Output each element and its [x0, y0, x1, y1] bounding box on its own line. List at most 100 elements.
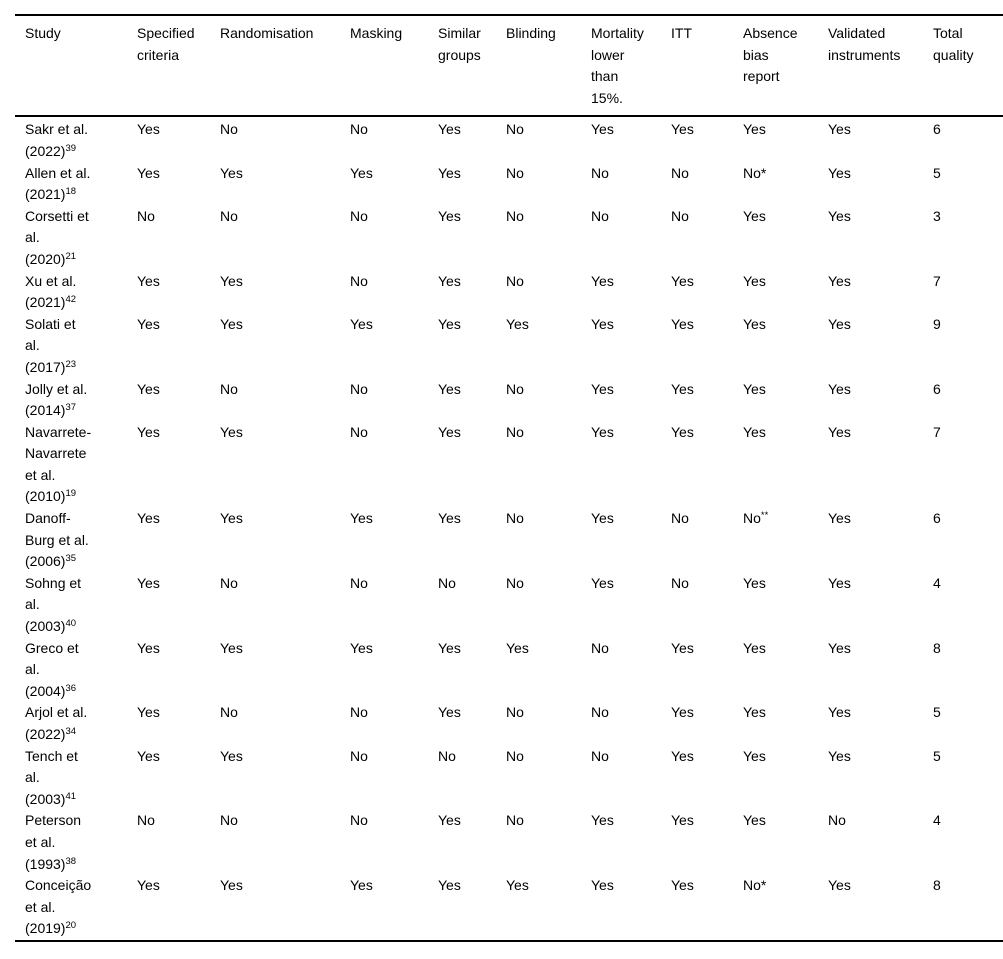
cell-itt: Yes: [671, 423, 694, 440]
cell-validated-instruments: Yes: [828, 380, 851, 397]
cell-masking: No: [350, 747, 368, 764]
cell-absence-bias-report: Yes: [743, 315, 766, 332]
cell-mortality-lower-than-15: Yes: [591, 423, 614, 440]
quality-assessment-table: Study Specified criteria Randomisation Maski…: [15, 14, 1003, 942]
cell-specified-criteria: Yes: [137, 121, 160, 138]
cell-masking: No: [350, 423, 368, 440]
cell-masking: Yes: [350, 315, 373, 332]
cell-mortality-lower-than-15: No: [591, 207, 609, 224]
cell-itt: Yes: [671, 747, 694, 764]
cell-blinding: Yes: [506, 877, 529, 894]
column-header-masking: Masking: [350, 15, 438, 118]
cell-blinding: No: [506, 207, 524, 224]
study-cell: Solati et al. (2017)23: [25, 315, 77, 375]
cell-blinding: No: [506, 121, 524, 138]
cell-randomisation: Yes: [220, 877, 243, 894]
cell-absence-bias-report: Yes: [743, 574, 766, 591]
cell-total-quality: 8: [933, 877, 941, 894]
superscript: 19: [65, 488, 77, 500]
cell-specified-criteria: Yes: [137, 574, 160, 591]
cell-blinding: No: [506, 423, 524, 440]
cell-mortality-lower-than-15: Yes: [591, 315, 614, 332]
cell-mortality-lower-than-15: Yes: [591, 510, 614, 527]
column-header-validated-instruments: Validated instruments: [828, 15, 933, 118]
cell-absence-bias-report: Yes: [743, 704, 766, 721]
cell-itt: No: [671, 574, 689, 591]
cell-absence-bias-report: Yes: [743, 207, 766, 224]
cell-blinding: Yes: [506, 315, 529, 332]
cell-total-quality: 8: [933, 639, 941, 656]
superscript: 21: [65, 250, 77, 262]
cell-similar-groups: Yes: [438, 207, 461, 224]
cell-similar-groups: Yes: [438, 121, 461, 138]
study-cell: Xu et al. (2021)42: [25, 272, 77, 311]
cell-specified-criteria: Yes: [137, 747, 160, 764]
cell-mortality-lower-than-15: Yes: [591, 121, 614, 138]
cell-specified-criteria: Yes: [137, 272, 160, 289]
cell-mortality-lower-than-15: No: [591, 704, 609, 721]
table-body: Sakr et al. (2022)39 Yes No No Yes No Yes Yes Yes…: [15, 116, 1003, 941]
study-cell: Navarrete- Navarrete et al. (2010)19: [25, 423, 92, 505]
cell-validated-instruments: No: [828, 812, 846, 829]
cell-itt: No: [671, 510, 689, 527]
cell-total-quality: 5: [933, 164, 941, 181]
cell-masking: Yes: [350, 877, 373, 894]
cell-itt: Yes: [671, 812, 694, 829]
cell-itt: Yes: [671, 121, 694, 138]
cell-randomisation: Yes: [220, 639, 243, 656]
cell-randomisation: Yes: [220, 272, 243, 289]
cell-itt: Yes: [671, 315, 694, 332]
cell-masking: No: [350, 704, 368, 721]
superscript: 35: [65, 553, 77, 565]
cell-blinding: No: [506, 510, 524, 527]
cell-total-quality: 7: [933, 423, 941, 440]
study-cell: Peterson et al. (1993)38: [25, 812, 82, 872]
cell-absence-bias-report: Yes: [743, 272, 766, 289]
cell-randomisation: No: [220, 207, 238, 224]
superscript: 34: [65, 726, 77, 737]
cell-itt: No: [671, 207, 689, 224]
table-row: Tench et al. (2003)41 Yes Yes No No No No Yes Yes Y…: [15, 746, 1003, 811]
cell-randomisation: No: [220, 574, 238, 591]
cell-itt: No: [671, 164, 689, 181]
cell-blinding: No: [506, 164, 524, 181]
superscript: 42: [65, 294, 77, 306]
cell-total-quality: 6: [933, 510, 941, 527]
table-row: Greco et al. (2004)36 Yes Yes Yes Yes Yes No Yes Y…: [15, 638, 1003, 703]
cell-total-quality: 3: [933, 207, 941, 224]
superscript: 20: [65, 920, 77, 932]
cell-mortality-lower-than-15: Yes: [591, 877, 614, 894]
cell-similar-groups: No: [438, 747, 456, 764]
study-cell: Sohng et al. (2003)40: [25, 574, 82, 635]
cell-randomisation: Yes: [220, 747, 243, 764]
superscript: 23: [65, 358, 77, 370]
cell-similar-groups: Yes: [438, 272, 461, 289]
cell-similar-groups: Yes: [438, 423, 461, 440]
cell-validated-instruments: Yes: [828, 423, 851, 440]
table-row: Sakr et al. (2022)39 Yes No No Yes No Yes Yes Yes…: [15, 116, 1003, 162]
superscript: 37: [65, 402, 77, 414]
cell-total-quality: 6: [933, 121, 941, 138]
cell-specified-criteria: Yes: [137, 315, 160, 332]
cell-similar-groups: Yes: [438, 639, 461, 656]
cell-validated-instruments: Yes: [828, 639, 851, 656]
table-header-row: Study Specified criteria Randomisation Maski…: [15, 15, 1003, 118]
cell-absence-bias-report: No*: [743, 164, 767, 181]
cell-similar-groups: Yes: [438, 380, 461, 397]
cell-validated-instruments: Yes: [828, 877, 851, 894]
study-cell: Allen et al. (2021)18: [25, 164, 91, 203]
cell-specified-criteria: No: [137, 207, 155, 224]
cell-specified-criteria: No: [137, 812, 155, 829]
cell-mortality-lower-than-15: Yes: [591, 272, 614, 289]
cell-total-quality: 7: [933, 272, 941, 289]
superscript: **: [760, 510, 769, 522]
cell-mortality-lower-than-15: Yes: [591, 380, 614, 397]
cell-itt: Yes: [671, 877, 694, 894]
cell-blinding: No: [506, 574, 524, 591]
table-row: Corsetti et al. (2020)21 No No No Yes No No No Yes…: [15, 206, 1003, 271]
cell-masking: No: [350, 121, 368, 138]
table-row: Xu et al. (2021)42 Yes Yes No Yes No Yes Yes Yes Y…: [15, 271, 1003, 314]
cell-itt: Yes: [671, 272, 694, 289]
cell-absence-bias-report: Yes: [743, 639, 766, 656]
